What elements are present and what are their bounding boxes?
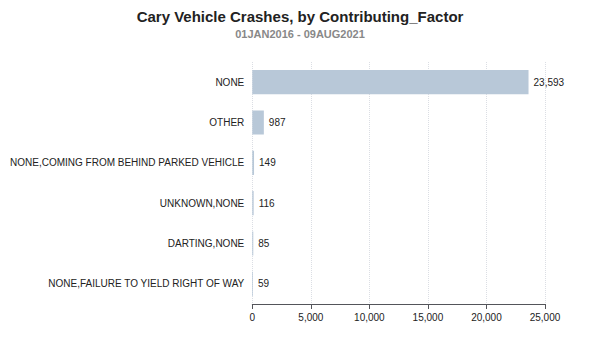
svg-text:NONE: NONE [215, 77, 244, 88]
svg-text:5,000: 5,000 [298, 312, 323, 323]
svg-text:UNKNOWN,NONE: UNKNOWN,NONE [160, 198, 245, 209]
svg-text:NONE,COMING FROM BEHIND PARKED: NONE,COMING FROM BEHIND PARKED VEHICLE [10, 157, 245, 168]
svg-text:85: 85 [258, 238, 270, 249]
svg-text:OTHER: OTHER [209, 117, 244, 128]
svg-text:DARTING,NONE: DARTING,NONE [168, 238, 245, 249]
svg-text:0: 0 [250, 312, 256, 323]
svg-text:149: 149 [259, 157, 276, 168]
svg-text:116: 116 [259, 198, 275, 209]
svg-text:987: 987 [269, 117, 286, 128]
svg-text:NONE,FAILURE TO YIELD RIGHT OF: NONE,FAILURE TO YIELD RIGHT OF WAY [48, 278, 244, 289]
svg-text:01JAN2016 - 09AUG2021: 01JAN2016 - 09AUG2021 [235, 28, 365, 40]
svg-text:20,000: 20,000 [471, 312, 502, 323]
svg-text:59: 59 [258, 278, 270, 289]
svg-text:15,000: 15,000 [413, 312, 444, 323]
svg-text:23,593: 23,593 [534, 77, 565, 88]
svg-text:Cary Vehicle Crashes, by Contr: Cary Vehicle Crashes, by Contributing_Fa… [137, 8, 464, 25]
svg-text:10,000: 10,000 [354, 312, 385, 323]
svg-text:25,000: 25,000 [530, 312, 561, 323]
